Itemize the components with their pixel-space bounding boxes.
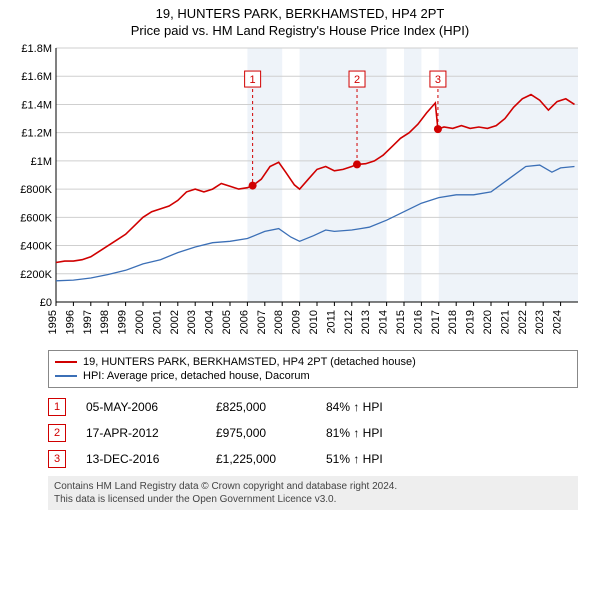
legend: 19, HUNTERS PARK, BERKHAMSTED, HP4 2PT (… (48, 350, 578, 388)
chart-subtitle: Price paid vs. HM Land Registry's House … (0, 23, 600, 42)
svg-text:1995: 1995 (47, 310, 59, 334)
svg-text:2004: 2004 (204, 310, 216, 334)
svg-text:2002: 2002 (169, 310, 181, 334)
svg-text:2009: 2009 (291, 310, 303, 334)
svg-text:2016: 2016 (412, 310, 424, 334)
legend-item: 19, HUNTERS PARK, BERKHAMSTED, HP4 2PT (… (55, 355, 571, 369)
tx-pct: 81% ↑ HPI (326, 426, 436, 440)
svg-text:£1M: £1M (31, 156, 52, 168)
transactions-table: 1 05-MAY-2006 £825,000 84% ↑ HPI 2 17-AP… (48, 394, 578, 472)
svg-text:2010: 2010 (308, 310, 320, 334)
footer-line: Contains HM Land Registry data © Crown c… (54, 480, 572, 493)
tx-date: 05-MAY-2006 (86, 400, 196, 414)
legend-label: 19, HUNTERS PARK, BERKHAMSTED, HP4 2PT (… (83, 356, 416, 368)
tx-pct: 51% ↑ HPI (326, 452, 436, 466)
svg-text:£1.6M: £1.6M (21, 71, 52, 83)
svg-text:2021: 2021 (499, 310, 511, 334)
tx-price: £1,225,000 (216, 452, 306, 466)
legend-label: HPI: Average price, detached house, Daco… (83, 370, 310, 382)
svg-text:1998: 1998 (99, 310, 111, 334)
svg-text:2023: 2023 (534, 310, 546, 334)
svg-text:2001: 2001 (151, 310, 163, 334)
table-row: 2 17-APR-2012 £975,000 81% ↑ HPI (48, 420, 578, 446)
svg-text:£1.4M: £1.4M (21, 99, 52, 111)
chart-title: 19, HUNTERS PARK, BERKHAMSTED, HP4 2PT (0, 0, 600, 23)
tx-date: 13-DEC-2016 (86, 452, 196, 466)
tx-marker-2: 2 (48, 424, 66, 442)
svg-text:2013: 2013 (360, 310, 372, 334)
svg-text:2006: 2006 (238, 310, 250, 334)
legend-item: HPI: Average price, detached house, Daco… (55, 369, 571, 383)
svg-text:£1.8M: £1.8M (21, 43, 52, 55)
tx-marker-1: 1 (48, 398, 66, 416)
svg-text:1: 1 (250, 74, 256, 86)
tx-marker-3: 3 (48, 450, 66, 468)
svg-text:£200K: £200K (20, 269, 52, 281)
legend-swatch-hpi (55, 375, 77, 377)
svg-text:2018: 2018 (447, 310, 459, 334)
tx-date: 17-APR-2012 (86, 426, 196, 440)
svg-text:3: 3 (435, 74, 441, 86)
footer-line: This data is licensed under the Open Gov… (54, 493, 572, 506)
svg-text:1996: 1996 (64, 310, 76, 334)
footer-attribution: Contains HM Land Registry data © Crown c… (48, 476, 578, 510)
svg-text:1999: 1999 (117, 310, 129, 334)
legend-swatch-property (55, 361, 77, 363)
table-row: 1 05-MAY-2006 £825,000 84% ↑ HPI (48, 394, 578, 420)
svg-text:2007: 2007 (256, 310, 268, 334)
svg-text:2011: 2011 (325, 310, 337, 334)
svg-text:2014: 2014 (378, 310, 390, 334)
svg-text:£1.2M: £1.2M (21, 128, 52, 140)
svg-text:2008: 2008 (273, 310, 285, 334)
svg-text:2: 2 (354, 74, 360, 86)
table-row: 3 13-DEC-2016 £1,225,000 51% ↑ HPI (48, 446, 578, 472)
svg-text:1997: 1997 (82, 310, 94, 334)
svg-text:2017: 2017 (430, 310, 442, 334)
svg-text:2005: 2005 (221, 310, 233, 334)
svg-text:2012: 2012 (343, 310, 355, 334)
svg-text:2015: 2015 (395, 310, 407, 334)
svg-text:2024: 2024 (552, 310, 564, 334)
svg-text:£0: £0 (40, 297, 52, 309)
chart-area: £0 £200K £400K £600K £800K £1M £1.2M £1.4M £1.6M… (10, 42, 590, 342)
svg-text:2019: 2019 (465, 310, 477, 334)
svg-text:2003: 2003 (186, 310, 198, 334)
tx-price: £825,000 (216, 400, 306, 414)
svg-text:£600K: £600K (20, 212, 52, 224)
tx-pct: 84% ↑ HPI (326, 400, 436, 414)
svg-text:2022: 2022 (517, 310, 529, 334)
svg-text:£400K: £400K (20, 240, 52, 252)
svg-text:£800K: £800K (20, 184, 52, 196)
line-chart: £0 £200K £400K £600K £800K £1M £1.2M £1.4M £1.6M… (10, 42, 590, 342)
svg-text:2020: 2020 (482, 310, 494, 334)
tx-price: £975,000 (216, 426, 306, 440)
svg-text:2000: 2000 (134, 310, 146, 334)
